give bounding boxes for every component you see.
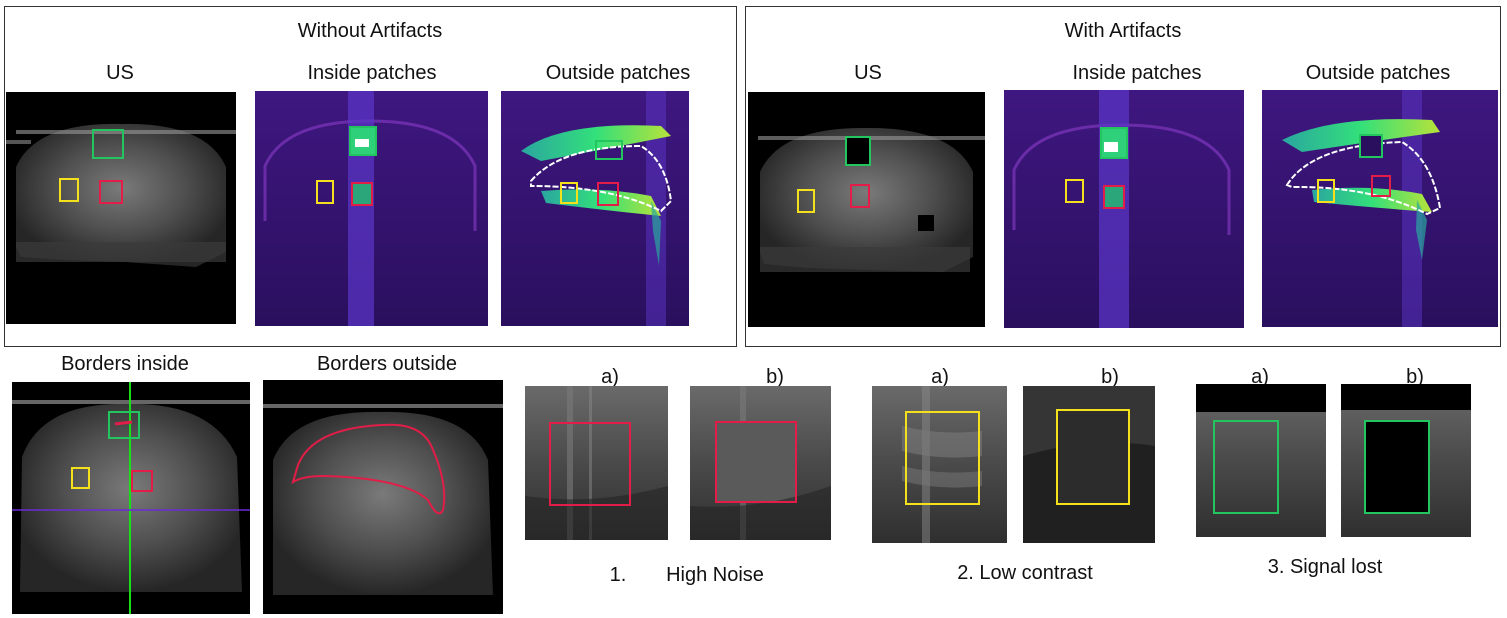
- panel-without-artifacts: [4, 6, 737, 347]
- us-image-with-artifacts: [748, 92, 985, 327]
- label-inside-patches-right: Inside patches: [1072, 62, 1202, 84]
- sublabel-a-noise: a): [601, 366, 619, 388]
- patch-high-noise-a: [525, 386, 668, 540]
- heatmap-outside-patches-without-artifacts: [501, 91, 689, 326]
- us-image-without-artifacts: [6, 92, 236, 324]
- sublabel-b-contrast: b): [1101, 366, 1119, 388]
- panel-title-with-artifacts: With Artifacts: [1064, 20, 1182, 42]
- patch-signal-lost-b: [1341, 384, 1471, 537]
- label-us-left: US: [106, 62, 134, 84]
- caption-1-number: 1.: [609, 564, 627, 586]
- borders-inside-image: [12, 382, 250, 614]
- patch-low-contrast-b: [1023, 386, 1155, 543]
- panel-with-artifacts: [745, 6, 1501, 347]
- label-outside-patches-left: Outside patches: [545, 62, 691, 84]
- label-outside-patches-right: Outside patches: [1305, 62, 1451, 84]
- sublabel-a-contrast: a): [931, 366, 949, 388]
- label-us-right: US: [854, 62, 882, 84]
- caption-3: 3. Signal lost: [1267, 556, 1383, 578]
- caption-2: 2. Low contrast: [957, 562, 1093, 584]
- heatmap-inside-patches-without-artifacts: [255, 91, 488, 326]
- caption-1-text: High Noise: [666, 564, 764, 586]
- sublabel-b-signal: b): [1406, 366, 1424, 388]
- sublabel-a-signal: a): [1251, 366, 1269, 388]
- label-borders-outside: Borders outside: [316, 353, 458, 375]
- patch-signal-lost-a: [1196, 384, 1326, 537]
- sublabel-b-noise: b): [766, 366, 784, 388]
- heatmap-outside-patches-with-artifacts: [1262, 90, 1498, 327]
- panel-title-without-artifacts: Without Artifacts: [297, 20, 443, 42]
- heatmap-inside-patches-with-artifacts: [1004, 90, 1244, 328]
- label-borders-inside: Borders inside: [61, 353, 189, 375]
- label-inside-patches-left: Inside patches: [307, 62, 437, 84]
- borders-outside-image: [263, 380, 503, 614]
- patch-high-noise-b: [690, 386, 831, 540]
- patch-low-contrast-a: [872, 386, 1007, 543]
